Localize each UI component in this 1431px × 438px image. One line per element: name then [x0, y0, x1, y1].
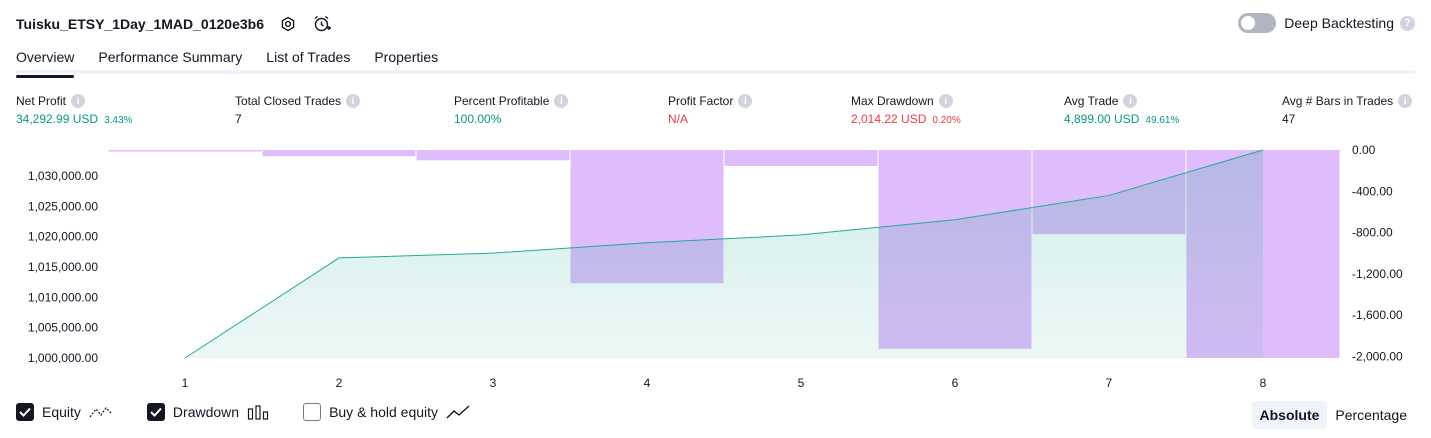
metric-total-closed-trades: Total Closed Trades i 7 [235, 92, 361, 126]
metric-label: Total Closed Trades [235, 94, 342, 108]
left-axis-tick: 1,010,000.00 [28, 290, 98, 304]
checkbox-unchecked-icon[interactable] [303, 403, 322, 421]
left-axis-tick: 1,025,000.00 [28, 199, 98, 213]
x-axis-tick: 7 [1106, 376, 1113, 390]
equity-line-icon [89, 404, 113, 420]
equity-area [185, 150, 1263, 358]
metric-net-profit: Net Profit i 34,292.99 USD 3.43% [16, 92, 132, 126]
equity-drawdown-chart[interactable]: 1,030,000.00 1,025,000.00 1,020,000.00 1,01… [0, 140, 1431, 395]
metric-percent: 3.43% [104, 115, 133, 126]
legend-equity[interactable]: Equity [16, 403, 113, 421]
add-alert-icon[interactable] [312, 14, 332, 34]
right-axis-tick: -1,200.00 [1352, 267, 1403, 281]
drawdown-bar [416, 150, 570, 161]
tab-bar: Overview Performance Summary List of Tra… [16, 44, 1415, 78]
tab-overview[interactable]: Overview [16, 44, 75, 78]
info-icon[interactable]: i [938, 94, 953, 108]
metric-avg-bars: Avg # Bars in Trades i 47 [1282, 92, 1413, 126]
x-axis-tick: 2 [336, 376, 343, 390]
info-icon[interactable]: i [71, 94, 86, 108]
drawdown-bars-icon [247, 404, 269, 420]
metrics-row: Net Profit i 34,292.99 USD 3.43% Total Clo… [0, 92, 1431, 132]
metric-label: Net Profit [16, 94, 67, 108]
strategy-header: Tuisku_ETSY_1Day_1MAD_0120e3b6 [16, 12, 332, 36]
drawdown-bar [724, 150, 878, 167]
info-icon[interactable]: i [1123, 94, 1138, 108]
equity-line [184, 149, 1264, 359]
metric-avg-trade: Avg Trade i 4,899.00 USD 49.61% [1064, 92, 1179, 126]
deep-backtesting-toggle[interactable] [1238, 13, 1277, 33]
metric-profit-factor: Profit Factor i N/A [668, 92, 753, 126]
metric-value: 4,899.00 USD [1064, 112, 1140, 126]
legend-label: Buy & hold equity [329, 404, 439, 420]
x-axis-tick: 4 [644, 376, 651, 390]
left-axis-tick: 1,005,000.00 [28, 321, 98, 335]
x-axis-tick: 8 [1260, 376, 1267, 390]
checkbox-checked-icon[interactable] [146, 403, 165, 421]
metric-value: 7 [235, 112, 242, 126]
metric-percent-profitable: Percent Profitable i 100.00% [454, 92, 569, 126]
info-icon[interactable]: i [346, 94, 361, 108]
deep-backtesting: Deep Backtesting ? [1238, 13, 1415, 33]
left-axis-tick: 1,030,000.00 [28, 169, 98, 183]
metric-label: Percent Profitable [454, 94, 550, 108]
strategy-name: Tuisku_ETSY_1Day_1MAD_0120e3b6 [16, 16, 264, 32]
checkbox-checked-icon[interactable] [16, 403, 34, 421]
absolute-button[interactable]: Absolute [1251, 401, 1328, 429]
settings-icon[interactable] [278, 14, 298, 34]
x-axis-tick: 3 [490, 376, 497, 390]
tab-performance-summary[interactable]: Performance Summary [98, 49, 243, 65]
right-axis-tick: -800.00 [1352, 226, 1393, 240]
metric-label: Avg Trade [1064, 94, 1119, 108]
x-axis-tick: 6 [952, 376, 959, 390]
info-icon[interactable]: i [554, 94, 569, 108]
chart-mode-switch: Absolute Percentage [1251, 401, 1416, 429]
toggle-knob [1241, 16, 1256, 30]
metric-percent: 0.20% [932, 115, 961, 126]
percentage-button[interactable]: Percentage [1335, 407, 1407, 423]
x-axis-tick: 1 [182, 376, 189, 390]
right-axis-tick: -1,600.00 [1352, 308, 1403, 322]
tab-properties[interactable]: Properties [374, 49, 439, 65]
metric-label: Profit Factor [668, 94, 734, 108]
right-axis-tick: -2,000.00 [1352, 350, 1403, 364]
x-axis-tick: 5 [798, 376, 805, 390]
metric-label: Avg # Bars in Trades [1282, 94, 1394, 108]
legend-drawdown[interactable]: Drawdown [146, 403, 269, 421]
legend-label: Drawdown [172, 404, 240, 420]
left-axis-tick: 1,000,000.00 [28, 351, 98, 365]
left-axis-tick: 1,015,000.00 [28, 260, 98, 274]
metric-value: 100.00% [454, 112, 502, 126]
info-icon[interactable]: i [1398, 94, 1413, 108]
metric-percent: 49.61% [1145, 115, 1180, 126]
metric-value: 2,014.22 USD [851, 112, 927, 126]
right-axis-tick: -400.00 [1352, 184, 1393, 198]
tab-list-of-trades[interactable]: List of Trades [266, 49, 351, 65]
metric-label: Max Drawdown [851, 94, 934, 108]
left-axis-tick: 1,020,000.00 [28, 230, 98, 244]
legend-buy-hold-equity[interactable]: Buy & hold equity [303, 403, 470, 421]
legend-label: Equity [42, 404, 81, 420]
metric-max-drawdown: Max Drawdown i 2,014.22 USD 0.20% [851, 92, 961, 126]
help-icon[interactable]: ? [1400, 15, 1415, 31]
info-icon[interactable]: i [738, 94, 753, 108]
drawdown-bar [108, 150, 262, 152]
metric-value: 47 [1282, 112, 1296, 126]
buy-hold-line-icon [446, 404, 470, 420]
metric-value: 34,292.99 USD [16, 112, 99, 126]
right-axis-tick: 0.00 [1352, 143, 1376, 157]
drawdown-bar [262, 150, 416, 157]
chart-legend: Equity Drawdown Buy & hold equity [16, 403, 504, 421]
deep-backtesting-label: Deep Backtesting [1284, 15, 1394, 31]
metric-value: N/A [668, 112, 689, 126]
